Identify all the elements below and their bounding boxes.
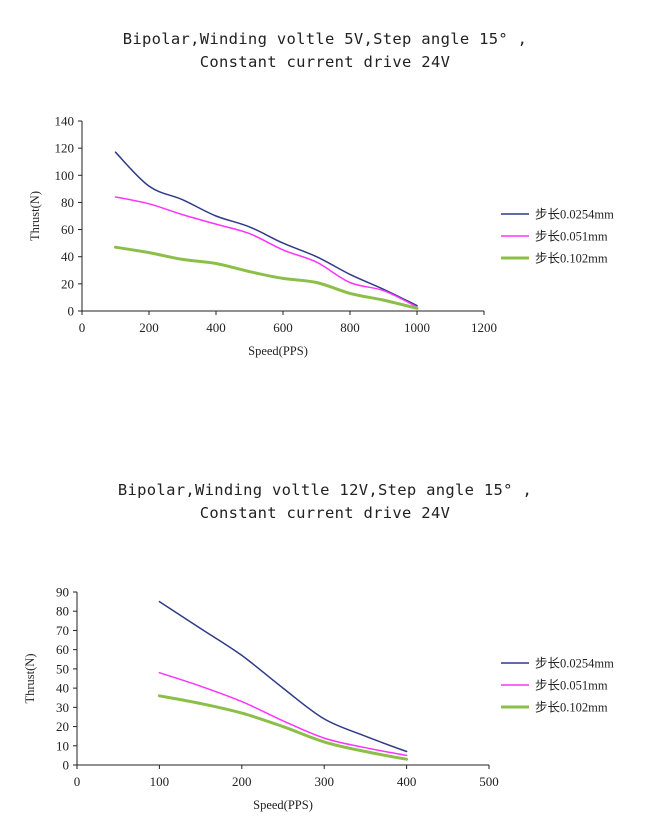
series-line-3 [114,245,419,310]
y-tick-label: 140 [55,114,75,129]
x-tick-label: 300 [314,774,334,789]
y-axis-label: Thrust(N) [28,191,42,241]
series-line-2 [114,196,418,308]
series-line-2 [158,671,408,757]
x-tick-label: 400 [397,774,417,789]
chart-title: Bipolar,Winding voltle 12V,Step angle 15… [0,479,650,525]
legend-label: 步长0.051mm [535,679,608,693]
x-tick-label: 0 [74,774,81,789]
y-tick-label: 100 [55,168,75,183]
x-axis-label: Speed(PPS) [253,798,313,812]
y-tick-label: 70 [56,623,69,638]
x-tick-label: 1000 [404,320,430,335]
y-tick-label: 0 [63,758,70,773]
x-tick-label: 500 [479,774,499,789]
x-tick-label: 100 [150,774,170,789]
legend-label: 步长0.0254mm [535,657,614,671]
y-tick-label: 20 [56,719,69,734]
x-tick-label: 1200 [471,320,497,335]
chart-title-line-2: Constant current drive 24V [199,53,451,71]
thrust-chart-12v: Bipolar,Winding voltle 12V,Step angle 15… [0,410,650,833]
y-tick-label: 10 [56,738,69,753]
y-tick-label: 120 [55,141,75,156]
y-tick-label: 0 [68,304,75,319]
y-tick-label: 40 [61,249,74,264]
series-line-3 [157,694,409,761]
y-tick-label: 60 [61,222,74,237]
series-line-1 [158,600,408,753]
x-tick-label: 600 [273,320,293,335]
chart-plot: 0 20 40 60 80 100 120 140 0 200 400 600 800 1000 1200 S… [28,114,614,359]
chart-title-line-1: Bipolar,Winding voltle 5V,Step angle 15°… [122,30,528,48]
y-tick-label: 20 [61,276,74,291]
y-tick-label: 60 [56,642,69,657]
chart-title: Bipolar,Winding voltle 5V,Step angle 15°… [0,28,650,74]
x-tick-label: 200 [232,774,252,789]
legend-label: 步长0.102mm [535,701,608,715]
series-line-1 [114,151,418,307]
x-tick-label: 0 [79,320,86,335]
legend-label: 步长0.0254mm [535,208,614,222]
y-tick-label: 90 [56,585,69,600]
y-tick-label: 80 [61,195,74,210]
x-tick-label: 800 [340,320,360,335]
chart-plot: 0 10 20 30 40 50 60 70 80 90 0 100 200 300 400 500 Speed… [23,585,614,813]
y-tick-label: 30 [56,700,69,715]
chart-title-line-1: Bipolar,Winding voltle 12V,Step angle 15… [117,481,533,499]
y-tick-label: 40 [56,681,69,696]
x-tick-label: 200 [139,320,159,335]
chart-title-line-2: Constant current drive 24V [199,504,451,522]
thrust-chart-5v: Bipolar,Winding voltle 5V,Step angle 15°… [0,0,650,410]
y-axis-label: Thrust(N) [23,654,37,704]
y-tick-label: 80 [56,604,69,619]
legend-label: 步长0.102mm [535,252,608,266]
legend-label: 步长0.051mm [535,230,608,244]
x-tick-label: 400 [206,320,226,335]
y-tick-label: 50 [56,661,69,676]
x-axis-label: Speed(PPS) [248,344,308,358]
